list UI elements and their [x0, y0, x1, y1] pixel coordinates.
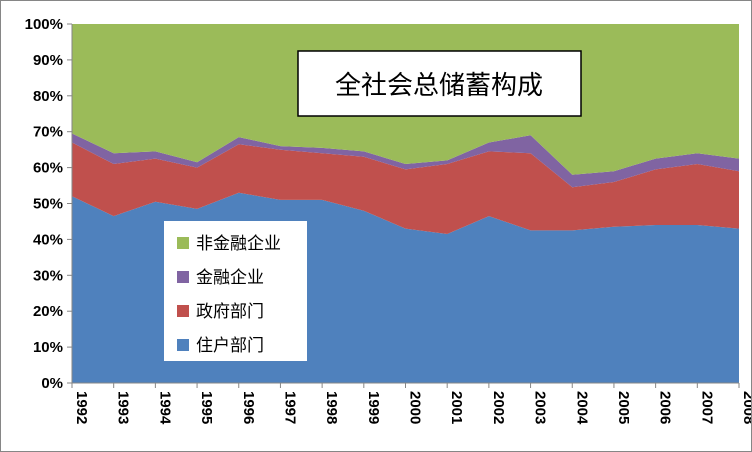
legend-label: 非金融企业 [196, 234, 281, 254]
x-tick-label: 1999 [365, 391, 382, 424]
x-tick-labels: 1992 1993 1994 1995 1996 1997 1998 1999 2000 2001… [73, 391, 751, 425]
y-tick-label: 60% [33, 160, 63, 177]
x-tick-label: 1995 [198, 391, 215, 424]
x-tick-label: 1992 [73, 391, 90, 424]
y-tick-label: 40% [33, 231, 63, 248]
legend-swatch [177, 305, 189, 317]
y-tick-label: 90% [33, 52, 63, 69]
x-tick-label: 1998 [323, 391, 340, 424]
x-tick-label: 2005 [615, 391, 632, 424]
y-tick-label: 50% [33, 196, 63, 213]
axes-layer [67, 23, 740, 388]
y-tick-label: 100% [25, 16, 63, 33]
legend-swatch [177, 271, 189, 283]
y-tick-label: 30% [33, 267, 63, 284]
x-tick-label: 2000 [407, 391, 424, 424]
y-tick-labels: 0% 10% 20% 30% 40% 50% 60% 70% 80% 90% 100% [25, 16, 63, 392]
x-tick-label: 2001 [448, 391, 465, 424]
legend-label: 金融企业 [196, 268, 264, 288]
y-tick-label: 20% [33, 303, 63, 320]
area-series-2 [72, 133, 739, 188]
chart-title: 全社会总储蓄构成 [335, 71, 543, 101]
y-tick-label: 80% [33, 88, 63, 105]
x-tick-label: 1996 [240, 391, 257, 424]
y-tick-label: 0% [41, 375, 63, 392]
legend-swatch [177, 339, 189, 351]
chart-title-box: 全社会总储蓄构成 [297, 50, 582, 117]
x-tick-label: 2008 [740, 391, 751, 424]
x-tick-label: 2004 [573, 391, 590, 425]
chart-title-frame [297, 50, 582, 117]
x-tick-label: 1997 [281, 391, 298, 424]
x-tick-label: 2002 [490, 391, 507, 424]
legend-label: 住户部门 [196, 336, 264, 356]
x-tick-label: 1994 [156, 391, 173, 425]
y-tick-label: 70% [33, 124, 63, 141]
area-series-1 [72, 142, 739, 234]
y-tick-label: 10% [33, 339, 63, 356]
x-tick-label: 2003 [532, 391, 549, 424]
legend-label: 政府部门 [196, 302, 264, 322]
x-tick-label: 2006 [657, 391, 674, 424]
legend-swatch [177, 237, 189, 249]
x-tick-label: 2007 [698, 391, 715, 424]
x-tick-label: 1993 [115, 391, 132, 424]
